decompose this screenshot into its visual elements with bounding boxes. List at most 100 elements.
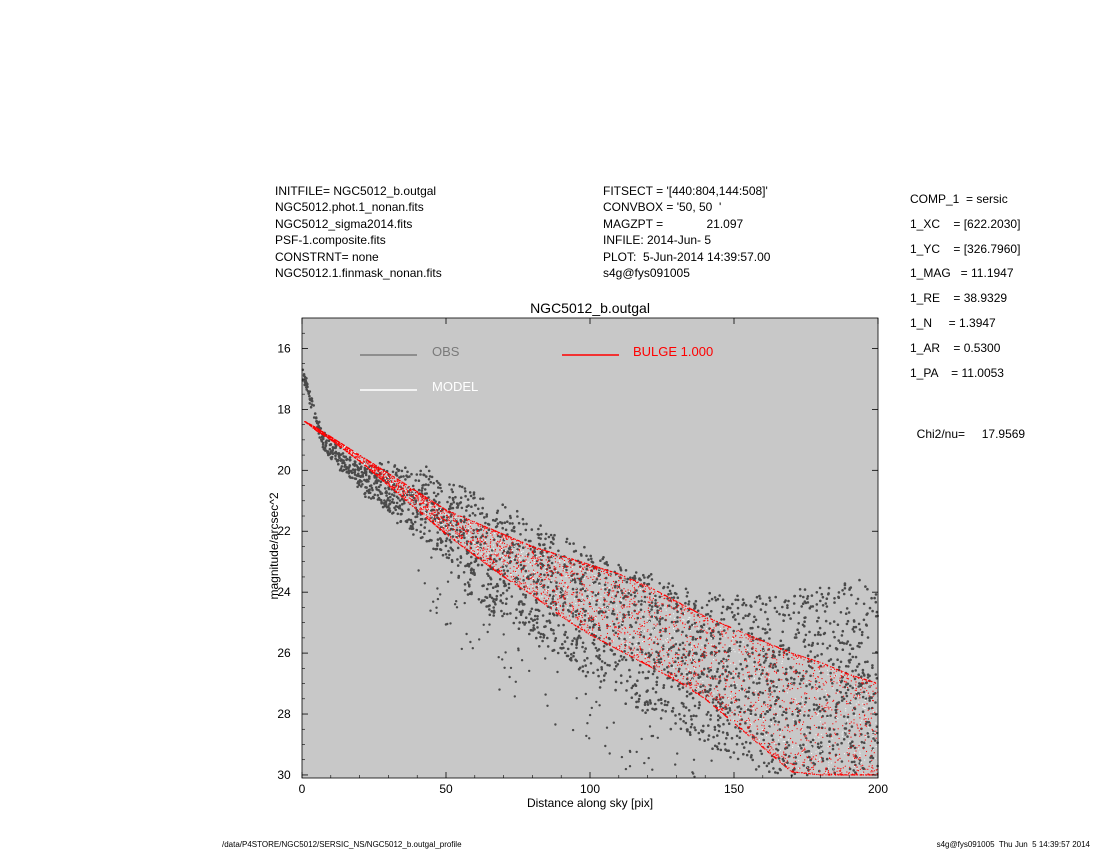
obs-point — [636, 679, 639, 682]
obs-point — [822, 632, 826, 636]
model-point — [805, 732, 807, 734]
obs-point — [495, 582, 499, 586]
obs-point — [622, 656, 626, 659]
obs-point — [740, 628, 743, 631]
obs-point — [368, 477, 371, 480]
obs-point — [764, 652, 768, 656]
obs-point — [684, 601, 687, 605]
obs-point — [872, 737, 875, 740]
obs-point — [686, 728, 689, 731]
bulge-point — [677, 606, 679, 608]
obs-point — [666, 586, 670, 589]
obs-point — [439, 593, 442, 596]
bulge-point — [703, 651, 705, 653]
model-point — [511, 549, 514, 551]
obs-point — [771, 738, 775, 742]
obs-point — [835, 732, 839, 736]
obs-point — [459, 556, 463, 560]
obs-point — [678, 667, 681, 671]
obs-point — [838, 641, 842, 645]
bulge-point — [815, 755, 817, 757]
obs-point — [682, 647, 685, 651]
obs-point — [765, 656, 768, 660]
model-point — [832, 687, 834, 689]
model-point — [387, 476, 389, 478]
obs-point — [359, 485, 363, 488]
obs-point — [845, 694, 849, 698]
obs-point — [556, 670, 559, 674]
param-line: 1_AR = 0.5300 — [910, 340, 1001, 355]
obs-point — [641, 671, 645, 674]
model-point — [571, 620, 573, 622]
bulge-point — [651, 648, 653, 650]
obs-point — [606, 663, 609, 667]
bulge-point — [817, 760, 819, 763]
obs-point — [430, 502, 434, 505]
bulge-point — [649, 616, 651, 618]
obs-point — [523, 623, 526, 626]
obs-point — [463, 518, 467, 521]
model-point — [628, 590, 631, 593]
model-point — [715, 654, 717, 656]
obs-point — [809, 674, 812, 678]
obs-point — [651, 672, 655, 676]
bulge-point — [823, 664, 825, 667]
obs-point — [752, 620, 755, 624]
bulge-point — [520, 570, 523, 572]
obs-point — [446, 500, 449, 504]
obs-point — [456, 546, 460, 550]
model-point — [424, 501, 426, 503]
model-point — [548, 582, 550, 584]
obs-point — [826, 714, 829, 718]
model-point — [694, 667, 696, 669]
bulge-point — [662, 627, 664, 630]
obs-point — [775, 610, 779, 613]
model-point — [677, 608, 679, 610]
obs-point — [563, 565, 566, 568]
obs-point — [646, 703, 650, 706]
obs-point — [334, 454, 337, 458]
obs-point — [365, 489, 369, 493]
obs-point — [713, 725, 717, 729]
bulge-point — [561, 612, 563, 614]
obs-point — [346, 457, 349, 461]
model-point — [528, 589, 530, 591]
model-point — [511, 559, 513, 561]
obs-point — [751, 651, 754, 655]
obs-point — [571, 615, 575, 618]
model-point — [672, 639, 674, 641]
obs-point — [437, 486, 440, 489]
model-point — [650, 611, 652, 613]
obs-point — [871, 609, 874, 613]
obs-point — [718, 637, 722, 641]
obs-point — [681, 612, 685, 615]
bulge-point — [453, 514, 455, 516]
model-point — [521, 551, 523, 553]
obs-point — [727, 670, 731, 674]
obs-point — [784, 747, 787, 750]
obs-point — [777, 742, 781, 746]
obs-point — [589, 662, 593, 665]
model-point — [870, 761, 872, 763]
obs-point — [509, 612, 512, 615]
obs-point — [356, 466, 360, 469]
obs-point — [496, 509, 500, 513]
bulge-point — [713, 688, 716, 690]
model-point — [691, 645, 693, 647]
obs-point — [495, 597, 498, 601]
obs-point — [819, 599, 822, 603]
bulge-point — [767, 649, 769, 651]
obs-point — [674, 763, 677, 766]
obs-point — [671, 645, 674, 649]
bulge-point — [766, 642, 768, 644]
model-point — [799, 712, 802, 714]
obs-point — [597, 610, 601, 614]
obs-point — [751, 626, 754, 630]
obs-point — [688, 650, 691, 653]
obs-point — [485, 513, 489, 516]
model-point — [583, 577, 586, 579]
obs-point — [504, 602, 508, 605]
obs-point — [499, 535, 502, 539]
model-point — [842, 731, 844, 733]
model-point — [791, 746, 794, 749]
